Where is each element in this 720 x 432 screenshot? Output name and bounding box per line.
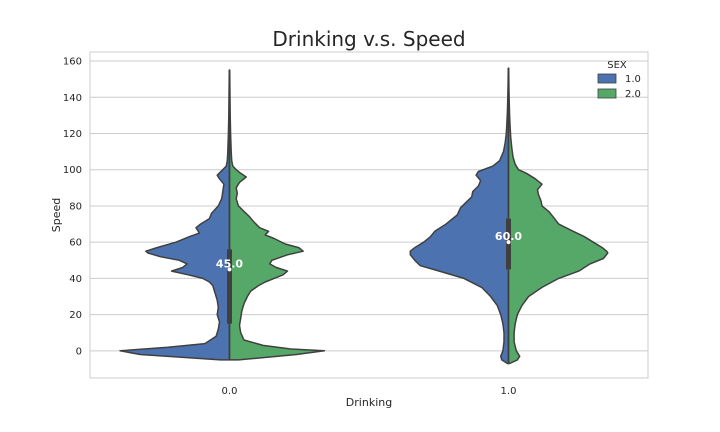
legend-swatch-1.0 — [597, 73, 617, 84]
violin-half-1.0-0.0 — [119, 69, 231, 361]
y-tick-label: 100 — [63, 165, 82, 176]
x-axis-label: Drinking — [346, 396, 392, 409]
median-label: 60.0 — [495, 230, 522, 243]
plot-area — [89, 51, 649, 379]
legend-label: 2.0 — [625, 89, 641, 100]
median-point — [227, 267, 232, 272]
legend: SEX 1.0 2.0 — [597, 60, 641, 100]
y-tick-label: 60 — [69, 238, 82, 249]
chart-title: Drinking v.s. Speed — [272, 27, 465, 51]
median-label: 45.0 — [216, 257, 243, 270]
median-point — [506, 240, 511, 245]
y-tick-label: 160 — [63, 57, 82, 68]
violins: 45.0 60.0 — [119, 67, 609, 365]
violin-half-2.0-0.0 — [228, 69, 326, 361]
y-tick-label: 40 — [69, 274, 82, 285]
legend-title: SEX — [607, 60, 627, 71]
y-tick-label: 80 — [69, 201, 82, 212]
y-tick-labels: 0 20 40 60 80 100 120 140 160 — [63, 57, 82, 358]
violin-half-2.0-1.0 — [507, 67, 609, 365]
y-tick-label: 0 — [76, 346, 82, 357]
violin-half-1.0-1.0 — [409, 67, 510, 365]
y-tick-label: 20 — [69, 310, 82, 321]
y-tick-label: 140 — [63, 93, 82, 104]
x-tick-label: 1.0 — [501, 386, 517, 397]
y-axis-label: Speed — [50, 198, 63, 232]
legend-swatch-2.0 — [597, 88, 617, 99]
x-tick-label: 0.0 — [222, 386, 238, 397]
x-tick-labels: 0.0 1.0 — [222, 386, 517, 397]
legend-label: 1.0 — [625, 74, 641, 85]
y-tick-label: 120 — [63, 129, 82, 140]
